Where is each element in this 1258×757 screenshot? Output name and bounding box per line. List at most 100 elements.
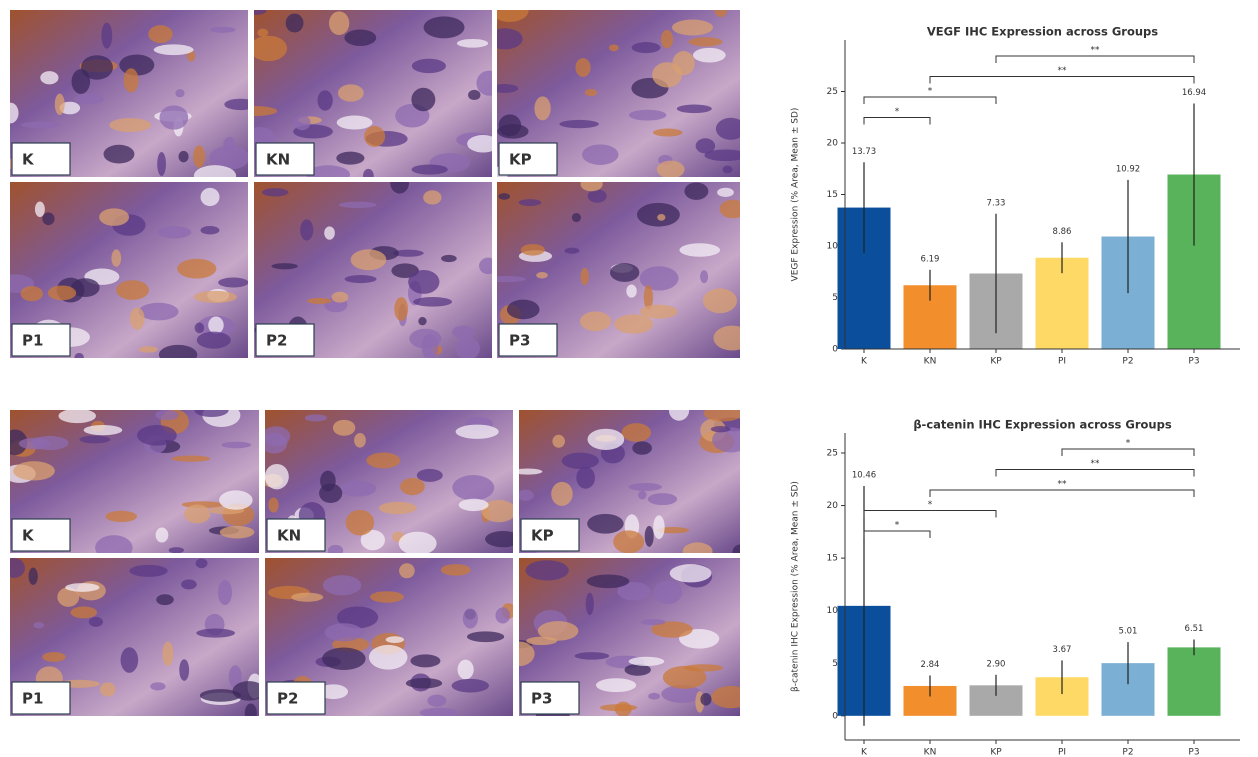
tissue-texture (394, 297, 409, 321)
tissue-texture (159, 105, 189, 130)
x-tick-label: P2 (1122, 357, 1133, 367)
tissue-texture (199, 689, 242, 702)
tissue-texture (676, 104, 712, 114)
tissue-texture (162, 641, 174, 667)
tissue-texture (306, 165, 351, 177)
label-box (11, 142, 71, 176)
tissue-texture (506, 299, 540, 320)
tissue-texture (411, 164, 448, 175)
tissue-texture (111, 249, 122, 267)
tissue-texture (653, 580, 683, 605)
tissue-texture (585, 592, 594, 616)
significance-bracket (1061, 448, 1195, 456)
tissue-texture (254, 10, 267, 15)
tissue-texture (405, 677, 443, 689)
tissue-texture (364, 125, 386, 147)
chart-title: VEGF IHC Expression across Groups (927, 25, 1158, 39)
tissue-texture (614, 314, 654, 334)
significance-label: ** (1091, 46, 1101, 56)
tissue-texture (99, 208, 130, 226)
label-box (11, 681, 71, 715)
tissue-texture (661, 685, 703, 703)
tissue-texture (518, 199, 542, 207)
tissue-texture (411, 58, 446, 74)
tissue-texture (582, 144, 619, 165)
value-label: 8.86 (1053, 227, 1072, 237)
tissue-texture (421, 334, 439, 358)
tissue-texture (626, 284, 637, 298)
tissue-texture (218, 277, 248, 288)
tissue-texture (42, 212, 55, 226)
value-label: 3.67 (1053, 645, 1072, 655)
tissue-texture (595, 678, 637, 693)
panel-label: K (22, 527, 35, 545)
tissue-texture (345, 509, 375, 536)
tissue-texture (74, 353, 84, 358)
tissue-texture (398, 531, 437, 553)
tissue-texture (639, 304, 678, 319)
tissue-texture (200, 226, 220, 235)
tissue-texture (656, 160, 685, 177)
tissue-texture (328, 11, 350, 36)
y-tick-label: 5 (832, 659, 838, 669)
tissue-texture (651, 621, 693, 638)
tissue-texture (481, 499, 513, 523)
tissue-texture (101, 22, 113, 49)
significance-bracket (863, 96, 997, 104)
tissue-texture (679, 243, 721, 257)
tissue-texture (74, 93, 105, 105)
tissue-texture (710, 425, 731, 433)
tissue-texture (13, 461, 55, 481)
tissue-texture (660, 29, 674, 49)
value-label: 2.84 (921, 660, 940, 670)
y-tick-label: 15 (827, 554, 838, 564)
significance-label: ** (1058, 66, 1068, 76)
tissue-texture (138, 346, 158, 353)
tissue-texture (657, 213, 666, 221)
tissue-texture (672, 51, 695, 76)
tissue-texture (485, 531, 513, 548)
tissue-texture (79, 435, 111, 444)
tissue-texture (171, 455, 211, 462)
tissue-texture (318, 684, 349, 700)
tissue-texture (344, 275, 377, 284)
label-box (11, 518, 71, 552)
tissue-texture (331, 291, 349, 303)
tissue-texture (210, 26, 236, 33)
tissue-texture (47, 285, 77, 301)
tissue-texture (332, 419, 356, 436)
tissue-texture (519, 489, 534, 501)
tissue-texture (575, 58, 591, 77)
tissue-texture (385, 636, 404, 644)
tissue-texture (640, 618, 666, 626)
tissue-texture (419, 707, 459, 716)
tissue-texture (440, 564, 471, 576)
tissue-texture (307, 297, 332, 304)
panel-label: P1 (22, 332, 43, 350)
tissue-texture (157, 151, 166, 176)
tissue-texture (408, 269, 440, 294)
tissue-texture (184, 504, 211, 524)
tissue-texture (551, 481, 573, 506)
tissue-texture (462, 608, 478, 629)
tissue-texture (336, 115, 373, 130)
tissue-texture (181, 579, 197, 590)
x-tick-label: P3 (1188, 357, 1199, 367)
x-tick-label: P2 (1122, 748, 1133, 757)
tissue-texture (587, 189, 607, 203)
tissue-texture (20, 286, 44, 302)
y-tick-label: 15 (827, 190, 838, 200)
tissue-texture (137, 425, 177, 446)
tissue-texture (692, 47, 726, 63)
histology-image (519, 558, 740, 716)
tissue-texture (224, 98, 248, 111)
y-tick-label: 20 (827, 501, 839, 511)
tissue-texture (552, 434, 565, 448)
tissue-texture (639, 266, 679, 291)
tissue-texture (610, 263, 640, 282)
x-tick-label: K (861, 748, 868, 757)
tissue-texture (368, 644, 408, 670)
tissue-texture (129, 307, 145, 330)
tissue-texture (119, 54, 155, 76)
